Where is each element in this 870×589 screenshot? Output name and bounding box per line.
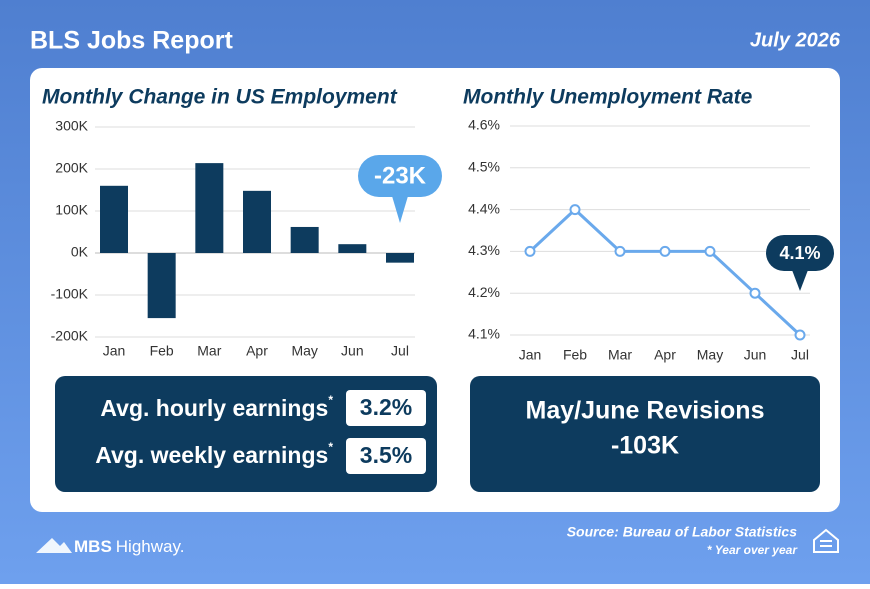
brand-suffix: Highway. <box>116 537 185 556</box>
marker <box>614 245 626 257</box>
y-tick-label: 4.6% <box>468 117 500 133</box>
earnings-value: 3.5% <box>360 442 412 468</box>
x-tick-label: Mar <box>197 343 221 359</box>
x-tick-label: Apr <box>246 343 268 359</box>
x-tick-label: Jun <box>341 343 364 359</box>
x-tick-label: Jan <box>103 343 126 359</box>
chart-title: Monthly Change in US Employment <box>42 86 398 109</box>
label: Avg. weekly earnings <box>95 442 328 468</box>
y-tick-label: 4.5% <box>468 159 500 175</box>
y-tick-label: 200K <box>55 160 88 176</box>
brand-logo: MBS Highway. <box>36 537 184 556</box>
x-tick-label: Jul <box>391 343 409 359</box>
marker <box>659 245 671 257</box>
y-tick-label: 0K <box>71 244 89 260</box>
x-tick-label: Apr <box>654 347 676 363</box>
marker <box>704 245 716 257</box>
value-box <box>346 390 426 426</box>
x-tick-label: May <box>291 343 317 359</box>
bar <box>195 163 224 253</box>
chart-title: Monthly Unemployment Rate <box>463 86 753 109</box>
marker <box>794 329 806 341</box>
y-tick-label: 100K <box>55 202 88 218</box>
bar <box>100 185 128 253</box>
x-tick-label: May <box>697 347 723 363</box>
y-tick-label: -100K <box>51 286 89 302</box>
earnings-box <box>55 376 437 492</box>
bar <box>386 253 414 263</box>
value-box <box>346 438 426 474</box>
callout-pointer <box>792 270 808 291</box>
equal-housing-icon <box>813 528 839 553</box>
data-label: 4.1% <box>779 243 820 263</box>
callout-pointer <box>392 196 408 223</box>
earnings-label: Avg. weekly earnings* <box>95 440 333 468</box>
earnings-label: Avg. hourly earnings* <box>100 393 333 421</box>
bar <box>338 244 367 253</box>
marker <box>749 287 761 299</box>
y-tick-label: 300K <box>55 118 88 134</box>
revisions-value: -103K <box>611 432 679 460</box>
bar <box>147 253 176 319</box>
source: Source: Bureau of Labor Statistics <box>567 524 797 540</box>
bar <box>290 226 319 253</box>
data-label: -23K <box>374 162 427 189</box>
x-tick-label: Feb <box>150 343 174 359</box>
x-tick-label: Jul <box>791 347 809 363</box>
page-title: BLS Jobs Report <box>30 27 233 55</box>
x-tick-label: Mar <box>608 347 632 363</box>
footnote-marker: * <box>328 440 333 454</box>
brand: MBS Highway. <box>74 537 184 556</box>
y-tick-label: -200K <box>51 328 89 344</box>
brand-name: MBS <box>74 537 112 556</box>
y-tick-label: 4.4% <box>468 200 500 216</box>
x-tick-label: Feb <box>563 347 587 363</box>
x-tick-label: Jan <box>519 347 542 363</box>
x-tick-label: Jun <box>744 347 767 363</box>
footnote-marker: * <box>328 393 333 407</box>
y-tick-label: 4.2% <box>468 284 500 300</box>
footnote: * Year over year <box>707 543 798 557</box>
revisions-box <box>470 376 820 492</box>
y-tick-label: 4.3% <box>468 242 500 258</box>
logo-icon <box>36 538 72 553</box>
report-date: July 2026 <box>750 29 841 51</box>
y-tick-label: 4.1% <box>468 326 500 342</box>
callout <box>358 155 442 197</box>
callout <box>766 235 834 271</box>
label: Avg. hourly earnings <box>100 395 328 421</box>
revisions-label: May/June Revisions <box>526 397 765 425</box>
marker <box>524 245 536 257</box>
bar <box>243 190 271 253</box>
earnings-value: 3.2% <box>360 394 412 420</box>
marker <box>569 204 581 216</box>
